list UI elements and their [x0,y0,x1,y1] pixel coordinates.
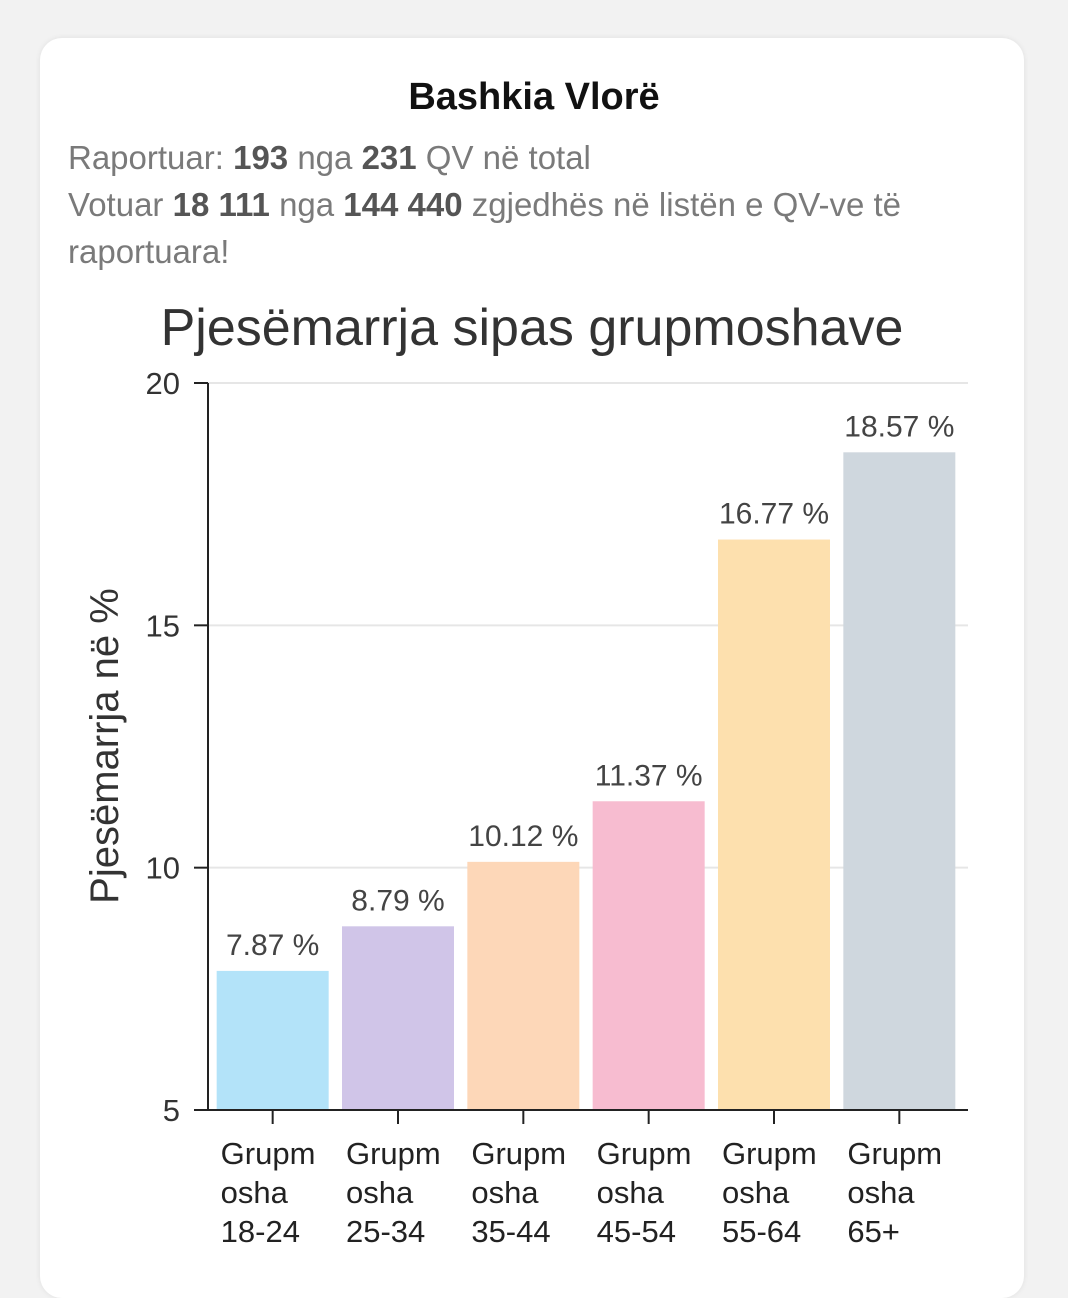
reported-line: Raportuar: 193 nga 231 QV në total [68,139,591,176]
x-tick-label: Grupm [597,1136,692,1171]
x-tick-label: Grupm [722,1136,817,1171]
x-tick-label: osha [847,1175,915,1210]
gridlines [208,382,968,869]
x-tick-label: 35-44 [471,1214,550,1249]
x-tick-label: 55-64 [722,1214,801,1249]
bar-1 [342,926,454,1110]
bar-5 [843,452,956,1110]
x-tick-label: osha [722,1175,790,1210]
x-tick-label: Grupm [471,1136,566,1171]
chart-title: Pjesëmarrja sipas grupmoshave [161,299,904,357]
x-axis-ticks: Grupm osha 18-24 Grupm osha 25-34 Grupm osha 35-… [221,1110,942,1249]
bar-0 [216,970,329,1110]
bars: 7.87 % 8.79 % 10.12 % 11.37 % 16.77 % 18.57 % [216,410,956,1110]
y-tick-label: 10 [146,851,180,886]
y-axis-label: Pjesëmarrja në % [83,588,127,904]
y-tick-label: 20 [146,366,180,401]
voted-line: Votuar 18 111 nga 144 440 zgjedhës në li… [68,186,902,270]
y-axis-ticks: 5 10 15 20 [146,366,208,1128]
x-tick-label: Grupm [847,1136,942,1171]
x-tick-label: osha [597,1175,665,1210]
reported-total: 231 [361,139,417,176]
y-tick-label: 5 [163,1093,180,1128]
bar-value-label: 8.79 % [351,884,444,917]
x-tick-label: 25-34 [346,1214,425,1249]
report-stats: Raportuar: 193 nga 231 QV në total Votua… [68,134,1008,275]
bar-value-label: 11.37 % [595,759,703,792]
bar-2 [467,861,580,1110]
bar-3 [592,801,705,1110]
x-tick-label: osha [471,1175,539,1210]
x-tick-label: Grupm [221,1136,316,1171]
voted-total: 144 440 [343,186,463,223]
x-tick-label: osha [346,1175,414,1210]
bar-value-label: 10.12 % [468,820,578,853]
x-tick-label: Grupm [346,1136,441,1171]
x-tick-label: 65+ [847,1214,900,1249]
x-tick-label: 45-54 [597,1214,676,1249]
reported-count: 193 [233,139,289,176]
page-title: Bashkia Vlorë [408,76,660,118]
bar-value-label: 18.57 % [844,410,954,443]
voted-count: 18 111 [172,186,270,223]
bar-value-label: 16.77 % [719,498,829,531]
x-tick-label: osha [221,1175,289,1210]
bar-4 [718,539,830,1110]
bar-value-label: 7.87 % [226,929,319,962]
x-tick-label: 18-24 [221,1214,300,1249]
y-tick-label: 15 [146,608,180,643]
